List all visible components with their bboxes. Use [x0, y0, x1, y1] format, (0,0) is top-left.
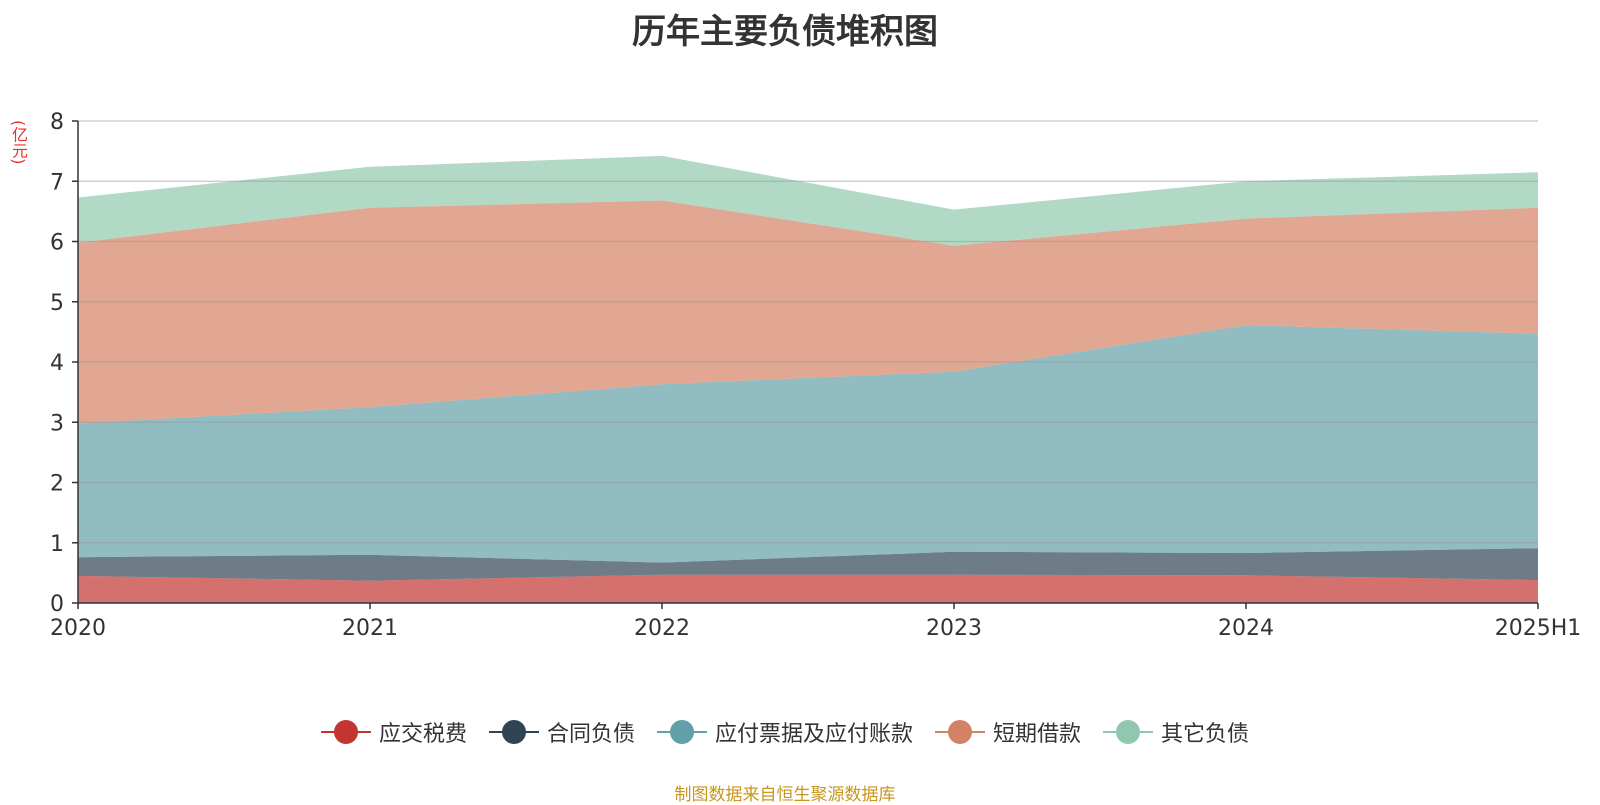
legend-swatch-0: [320, 720, 371, 744]
legend-swatch-1: [488, 720, 539, 744]
y-tick-label-2: 2: [50, 472, 64, 497]
area-series-4: [78, 155, 1538, 246]
legend: 应交税费 合同负债 应付票据及应付账款 短期借款 其它负债: [0, 716, 1570, 748]
legend-label-2: 应付票据及应付账款: [714, 722, 913, 747]
y-tick-label-7: 7: [50, 170, 64, 195]
y-tick-label-0: 0: [50, 592, 64, 617]
legend-item-2[interactable]: 应付票据及应付账款: [656, 716, 913, 748]
legend-label-3: 短期借款: [993, 722, 1082, 747]
source-note: 制图数据来自恒生聚源数据库: [674, 785, 896, 805]
area-series-0: [78, 574, 1538, 603]
legend-item-0[interactable]: 应交税费: [320, 716, 467, 748]
area-series-1: [78, 548, 1538, 581]
x-tick-label-4: 2024: [1218, 616, 1274, 641]
y-tick-label-3: 3: [50, 411, 64, 436]
y-tick-label-5: 5: [50, 291, 64, 316]
chart-title: 历年主要负债堆积图: [632, 12, 938, 52]
legend-swatch-2: [656, 720, 707, 744]
legend-item-4[interactable]: 其它负债: [1103, 716, 1249, 748]
legend-label-1: 合同负债: [546, 722, 635, 747]
x-tick-label-2: 2022: [634, 616, 690, 641]
y-axis-unit-label: (亿元): [9, 120, 28, 165]
area-series-3: [78, 200, 1538, 424]
y-tick-label-8: 8: [50, 110, 64, 135]
legend-swatch-4: [1103, 720, 1154, 744]
legend-label-4: 其它负债: [1161, 722, 1250, 747]
y-tick-label-6: 6: [50, 231, 64, 256]
x-tick-label-0: 2020: [50, 616, 106, 641]
x-tick-label-1: 2021: [342, 616, 398, 641]
legend-item-3[interactable]: 短期借款: [935, 716, 1081, 748]
y-tick-label-1: 1: [50, 532, 64, 557]
y-tick-label-4: 4: [50, 351, 64, 376]
legend-item-1[interactable]: 合同负债: [488, 716, 635, 748]
legend-label-0: 应交税费: [378, 722, 467, 747]
x-tick-label-5: 2025H1: [1495, 616, 1582, 641]
x-tick-label-3: 2023: [926, 616, 982, 641]
legend-swatch-3: [935, 720, 985, 744]
area-series-2: [78, 325, 1538, 563]
